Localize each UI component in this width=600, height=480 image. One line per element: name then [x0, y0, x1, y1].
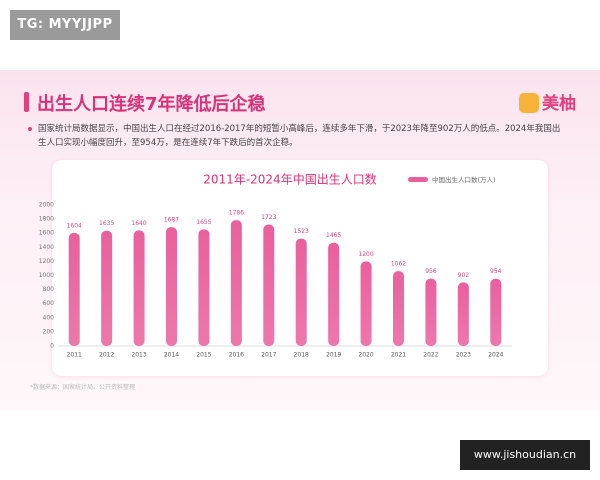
legend-swatch [408, 177, 428, 182]
x-tick-label: 2016 [229, 352, 244, 359]
y-tick-label: 1400 [39, 244, 54, 251]
x-tick-label: 2012 [99, 352, 114, 359]
x-tick-label: 2024 [488, 352, 503, 359]
logo-text: 美柚 [542, 94, 576, 114]
value-label: 1723 [261, 214, 276, 221]
source-note: *数据来源：国家统计局、公开资料整理 [30, 384, 136, 391]
site-watermark: www.jishoudian.cn [460, 440, 590, 470]
logo: 美柚 [519, 89, 576, 114]
value-label: 1640 [131, 220, 146, 227]
x-tick-label: 2014 [164, 352, 179, 359]
value-label: 1604 [67, 222, 82, 229]
x-tick-label: 2019 [326, 352, 341, 359]
value-label: 1523 [294, 228, 309, 235]
y-tick-label: 1600 [39, 230, 54, 237]
y-tick-label: 2000 [39, 202, 54, 209]
x-tick-label: 2015 [196, 352, 211, 359]
y-tick-label: 0 [50, 343, 54, 350]
legend-label: 中国出生人口数(万人) [432, 175, 496, 184]
x-tick-label: 2021 [391, 352, 406, 359]
value-label: 902 [458, 272, 470, 279]
value-label: 1655 [196, 219, 211, 226]
bar [68, 232, 80, 346]
value-label: 954 [490, 268, 502, 275]
value-label: 1786 [229, 210, 244, 217]
page-title: 出生人口连续7年降低后企稳 [37, 94, 266, 115]
y-tick-label: 400 [43, 314, 55, 321]
bar [198, 229, 210, 346]
value-label: 1687 [164, 217, 179, 224]
y-tick-label: 600 [43, 300, 55, 307]
bar [263, 224, 275, 346]
value-label: 956 [425, 268, 437, 275]
value-label: 1062 [391, 261, 406, 268]
chart-title: 2011年-2024年中国出生人口数 [203, 172, 376, 187]
description: 国家统计局数据显示，中国出生人口在经过2016-2017年的短暂小高峰后，连续多… [28, 122, 568, 150]
bar [393, 271, 404, 346]
bar [490, 278, 502, 346]
value-label: 1635 [99, 220, 114, 227]
bar [295, 238, 307, 346]
value-label: 1200 [358, 251, 373, 258]
x-tick-label: 2013 [131, 352, 146, 359]
bar [166, 227, 177, 346]
y-tick-label: 200 [43, 328, 55, 335]
y-tick-label: 1800 [39, 216, 54, 223]
x-tick-label: 2017 [261, 352, 276, 359]
bar [457, 282, 469, 346]
y-tick-label: 800 [43, 286, 55, 293]
bar [230, 220, 242, 346]
watermark: TG: MYYJJPP [10, 10, 120, 40]
x-tick-label: 2022 [423, 352, 438, 359]
bar [101, 230, 113, 346]
x-tick-label: 2018 [294, 352, 309, 359]
value-label: 1465 [326, 232, 341, 239]
bar [328, 242, 340, 346]
bar [360, 261, 372, 346]
x-tick-label: 2011 [67, 352, 82, 359]
x-tick-label: 2020 [358, 352, 373, 359]
title-accent [24, 92, 29, 112]
x-tick-label: 2023 [456, 352, 471, 359]
y-tick-label: 1200 [39, 258, 54, 265]
bar [133, 230, 145, 346]
bar [425, 278, 437, 346]
y-tick-label: 1000 [39, 272, 54, 279]
